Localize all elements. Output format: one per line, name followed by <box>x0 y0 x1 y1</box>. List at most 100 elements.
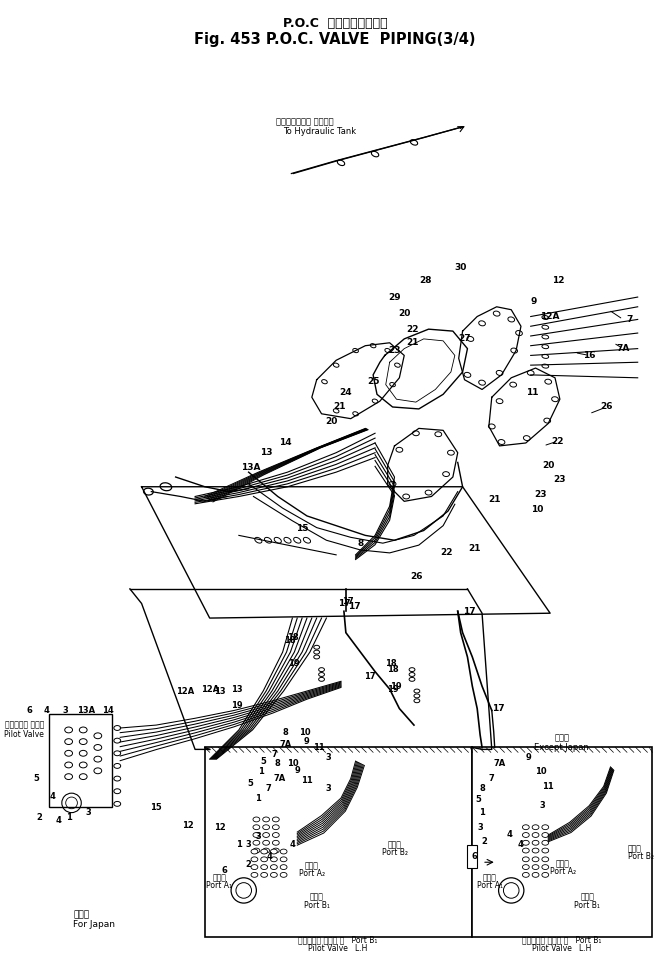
Text: Port B₁: Port B₁ <box>574 900 600 909</box>
Text: 8: 8 <box>357 538 364 548</box>
Ellipse shape <box>494 311 500 316</box>
Ellipse shape <box>263 833 270 838</box>
Ellipse shape <box>409 667 415 671</box>
Text: 3: 3 <box>63 706 68 715</box>
Ellipse shape <box>261 857 268 862</box>
Ellipse shape <box>334 408 339 413</box>
Ellipse shape <box>511 348 517 353</box>
Ellipse shape <box>516 330 522 335</box>
Text: 19: 19 <box>231 701 243 710</box>
Ellipse shape <box>253 824 260 830</box>
Ellipse shape <box>64 750 72 756</box>
Ellipse shape <box>272 848 279 853</box>
Ellipse shape <box>551 397 559 402</box>
Ellipse shape <box>544 418 551 423</box>
Text: 23: 23 <box>388 346 401 355</box>
Ellipse shape <box>338 160 345 166</box>
Ellipse shape <box>265 537 272 543</box>
Text: 9: 9 <box>530 298 537 306</box>
Ellipse shape <box>114 739 120 743</box>
Ellipse shape <box>522 824 529 830</box>
Ellipse shape <box>396 448 403 453</box>
Text: 13: 13 <box>260 448 272 457</box>
Text: 28: 28 <box>419 276 432 285</box>
Ellipse shape <box>532 824 539 830</box>
Ellipse shape <box>542 848 549 853</box>
Ellipse shape <box>80 739 87 744</box>
Text: To Hydraulic Tank: To Hydraulic Tank <box>283 127 356 136</box>
Ellipse shape <box>80 750 87 756</box>
Text: 10: 10 <box>286 760 298 768</box>
Ellipse shape <box>414 690 420 693</box>
Text: 17: 17 <box>492 704 505 713</box>
Ellipse shape <box>64 773 72 780</box>
Ellipse shape <box>253 817 260 821</box>
Ellipse shape <box>411 140 418 145</box>
Text: 29: 29 <box>388 293 401 301</box>
Bar <box>472 747 652 937</box>
Text: 6: 6 <box>221 867 227 875</box>
Text: 4: 4 <box>43 706 49 715</box>
Ellipse shape <box>253 833 260 838</box>
Ellipse shape <box>314 650 320 654</box>
Ellipse shape <box>522 841 529 846</box>
Text: ポート: ポート <box>556 860 570 869</box>
Text: 17: 17 <box>365 672 376 681</box>
Text: 27: 27 <box>458 334 471 344</box>
Text: 17: 17 <box>463 607 475 615</box>
Text: 海外向: 海外向 <box>554 733 569 742</box>
Ellipse shape <box>318 672 324 676</box>
Ellipse shape <box>488 424 495 429</box>
Text: ポート: ポート <box>483 873 497 882</box>
Text: 12A: 12A <box>540 312 560 321</box>
Ellipse shape <box>270 849 277 854</box>
Text: 26: 26 <box>600 403 613 411</box>
Text: 7: 7 <box>272 750 278 759</box>
Ellipse shape <box>274 537 282 543</box>
Ellipse shape <box>545 379 551 384</box>
Ellipse shape <box>479 380 486 385</box>
Ellipse shape <box>80 773 87 780</box>
Text: 9: 9 <box>304 737 310 746</box>
Ellipse shape <box>80 762 87 768</box>
Bar <box>467 845 477 868</box>
Text: Port B₂: Port B₂ <box>628 852 654 861</box>
Text: For Japan: For Japan <box>74 920 116 929</box>
Text: 10: 10 <box>534 768 546 776</box>
Text: 24: 24 <box>340 388 352 397</box>
Text: Pilot Valve   L.H: Pilot Valve L.H <box>532 945 592 953</box>
Text: ポート: ポート <box>628 845 642 853</box>
Text: ポート: ポート <box>213 873 226 882</box>
Text: 3: 3 <box>326 753 331 762</box>
Text: 20: 20 <box>398 309 411 318</box>
Ellipse shape <box>496 371 503 376</box>
Text: Pilot Valve: Pilot Valve <box>5 730 44 740</box>
Text: 4: 4 <box>290 841 295 849</box>
Text: 21: 21 <box>406 338 418 348</box>
Text: 2: 2 <box>245 860 251 869</box>
Text: 18: 18 <box>385 660 397 668</box>
Ellipse shape <box>263 848 270 853</box>
Text: 4: 4 <box>507 830 512 840</box>
Ellipse shape <box>261 872 268 877</box>
Text: 1: 1 <box>259 768 264 776</box>
Ellipse shape <box>94 768 102 773</box>
Ellipse shape <box>542 841 549 846</box>
Text: 7: 7 <box>489 774 495 783</box>
Ellipse shape <box>322 379 327 384</box>
Text: 13A: 13A <box>77 706 95 715</box>
Text: 2: 2 <box>36 813 42 822</box>
Text: 11: 11 <box>313 742 324 752</box>
Text: 3: 3 <box>540 801 545 810</box>
Ellipse shape <box>532 833 539 838</box>
Ellipse shape <box>371 151 379 157</box>
Ellipse shape <box>353 349 359 352</box>
Text: 18: 18 <box>286 633 298 642</box>
Ellipse shape <box>522 857 529 862</box>
Text: 15: 15 <box>296 524 309 534</box>
Text: Port B₁: Port B₁ <box>304 900 330 909</box>
Text: ポート: ポート <box>305 862 318 871</box>
Text: 4: 4 <box>267 852 273 861</box>
Text: 4: 4 <box>56 816 62 825</box>
Ellipse shape <box>114 764 120 768</box>
